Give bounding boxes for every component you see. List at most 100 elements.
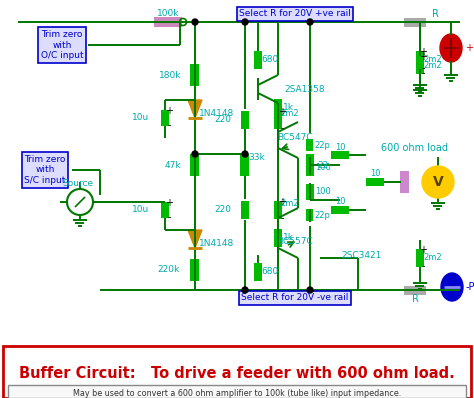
- Text: +: +: [278, 197, 286, 207]
- Bar: [8, 385, 466, 398]
- Bar: [274, 201, 282, 219]
- Text: +PSU: +PSU: [465, 43, 474, 53]
- Text: 10u: 10u: [132, 205, 149, 215]
- Text: +: +: [419, 52, 427, 62]
- Text: 100: 100: [315, 187, 331, 197]
- Circle shape: [192, 19, 198, 25]
- Circle shape: [242, 287, 248, 293]
- Text: -: -: [421, 68, 425, 78]
- Text: 47k: 47k: [164, 160, 181, 170]
- Bar: [254, 51, 262, 69]
- Text: -: -: [421, 63, 425, 73]
- Bar: [416, 56, 424, 74]
- Bar: [306, 184, 314, 200]
- Text: 10u: 10u: [132, 113, 149, 123]
- Bar: [307, 209, 313, 221]
- Text: 22p: 22p: [314, 140, 330, 150]
- Text: +: +: [165, 198, 173, 208]
- Bar: [306, 154, 314, 176]
- Text: -: -: [280, 213, 284, 223]
- Polygon shape: [188, 100, 202, 118]
- Text: +: +: [419, 245, 427, 255]
- Text: 2m2: 2m2: [281, 199, 299, 209]
- Text: BC547C: BC547C: [277, 133, 313, 142]
- Bar: [306, 160, 314, 176]
- Text: 2m2: 2m2: [424, 55, 442, 64]
- Bar: [191, 154, 200, 176]
- Text: 1N4148: 1N4148: [200, 109, 235, 117]
- Circle shape: [242, 19, 248, 25]
- Ellipse shape: [441, 273, 463, 301]
- Text: Source: Source: [63, 179, 93, 189]
- Bar: [401, 171, 410, 193]
- Bar: [240, 154, 249, 176]
- Text: 22p: 22p: [314, 211, 330, 220]
- Bar: [161, 110, 169, 126]
- Ellipse shape: [440, 34, 462, 62]
- Text: 2m2: 2m2: [424, 254, 442, 263]
- Bar: [416, 51, 424, 69]
- Bar: [241, 201, 249, 219]
- Text: 220: 220: [214, 205, 231, 215]
- Text: +: +: [165, 106, 173, 116]
- Text: +: +: [278, 107, 286, 117]
- Bar: [274, 229, 282, 247]
- Text: 33k: 33k: [249, 154, 265, 162]
- Text: R: R: [411, 294, 419, 304]
- Bar: [274, 111, 282, 129]
- Circle shape: [242, 151, 248, 157]
- Text: 10: 10: [335, 142, 345, 152]
- Text: 600 ohm load: 600 ohm load: [382, 143, 448, 153]
- Bar: [366, 178, 384, 186]
- Text: 100k: 100k: [157, 10, 179, 18]
- Bar: [191, 64, 200, 86]
- Text: 220k: 220k: [158, 265, 180, 275]
- Text: BC557C: BC557C: [277, 238, 313, 246]
- Text: R: R: [431, 9, 438, 19]
- Bar: [254, 263, 262, 281]
- Text: Select R for 20V -ve rail: Select R for 20V -ve rail: [241, 293, 349, 302]
- Bar: [416, 249, 424, 267]
- Text: -: -: [167, 120, 171, 130]
- Text: Trim zero
with
O/C input: Trim zero with O/C input: [41, 30, 83, 60]
- Text: 680: 680: [261, 267, 279, 277]
- Text: Buffer Circuit:   To drive a feeder with 600 ohm load.: Buffer Circuit: To drive a feeder with 6…: [19, 367, 455, 382]
- Text: Select R for 20V +ve rail: Select R for 20V +ve rail: [239, 10, 351, 18]
- Bar: [331, 151, 349, 159]
- Bar: [154, 17, 182, 27]
- Text: 10: 10: [370, 170, 380, 178]
- Text: 2SA1358: 2SA1358: [285, 86, 325, 94]
- Text: -PSU: -PSU: [466, 282, 474, 292]
- Bar: [331, 206, 349, 214]
- Circle shape: [192, 151, 198, 157]
- Circle shape: [307, 287, 313, 293]
- Text: 1k: 1k: [283, 103, 293, 113]
- Text: 220: 220: [214, 115, 231, 125]
- Bar: [191, 259, 200, 281]
- Bar: [404, 18, 426, 27]
- Text: V: V: [433, 175, 443, 189]
- Text: 2SC3421: 2SC3421: [342, 250, 382, 259]
- Polygon shape: [188, 230, 202, 248]
- Text: -: -: [167, 212, 171, 222]
- Circle shape: [422, 166, 454, 198]
- Text: 100: 100: [315, 164, 331, 172]
- Text: +: +: [419, 47, 427, 57]
- Circle shape: [307, 19, 313, 25]
- Text: 680: 680: [261, 55, 279, 64]
- Text: 10: 10: [335, 197, 345, 207]
- Text: Trim zero
with
S/C input: Trim zero with S/C input: [24, 155, 66, 185]
- Text: 1N4148: 1N4148: [200, 238, 235, 248]
- Text: 180k: 180k: [158, 70, 181, 80]
- Bar: [241, 111, 249, 129]
- Text: -: -: [421, 261, 425, 271]
- Text: 2m2: 2m2: [424, 60, 442, 70]
- Text: 2m2: 2m2: [281, 109, 299, 119]
- Text: 22: 22: [318, 160, 328, 170]
- Text: 1k: 1k: [283, 234, 293, 242]
- Bar: [307, 139, 313, 151]
- Bar: [274, 99, 282, 117]
- Text: -: -: [280, 123, 284, 133]
- Bar: [3, 346, 471, 398]
- Bar: [404, 285, 426, 295]
